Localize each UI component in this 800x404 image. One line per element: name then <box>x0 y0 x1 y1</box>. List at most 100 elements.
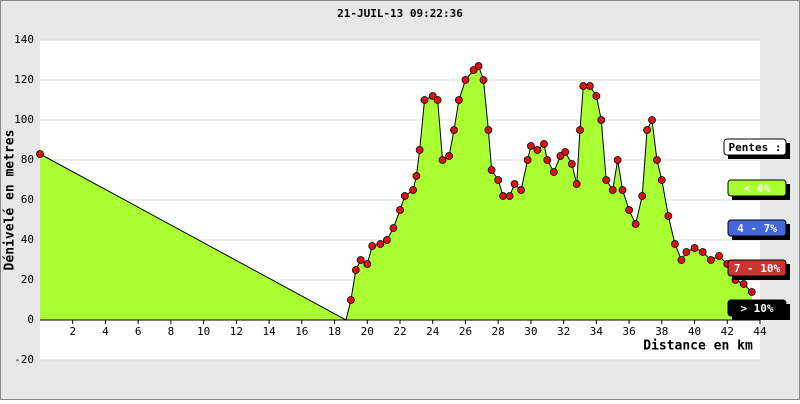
point <box>389 224 398 232</box>
point <box>631 220 640 228</box>
x-tick-label: 20 <box>361 325 374 338</box>
x-tick-label: 44 <box>753 325 767 338</box>
x-tick-label: 36 <box>622 325 635 338</box>
y-tick-label: 80 <box>21 153 34 166</box>
y-tick-label: 20 <box>21 273 34 286</box>
x-tick-label: 12 <box>230 325 243 338</box>
point <box>608 186 617 194</box>
point <box>572 180 581 188</box>
point <box>517 186 525 194</box>
x-tick-label: 34 <box>590 325 604 338</box>
point <box>561 148 570 156</box>
point <box>36 150 44 158</box>
point <box>657 176 666 184</box>
point <box>638 192 647 200</box>
point <box>383 236 391 244</box>
point <box>510 180 519 188</box>
y-tick-label: 0 <box>27 313 34 326</box>
legend: Pentes : <box>723 138 790 159</box>
legend-label: 4 - 7% <box>737 222 777 235</box>
point <box>356 256 365 264</box>
point <box>401 192 409 200</box>
x-tick-label: 22 <box>393 325 406 338</box>
point <box>585 82 594 90</box>
y-tick-label: 140 <box>14 33 34 46</box>
point <box>455 96 463 104</box>
point <box>664 212 673 220</box>
point <box>487 166 496 174</box>
point <box>533 146 542 154</box>
y-axis-label: Dénivelé en metres <box>3 130 18 271</box>
point <box>698 248 707 256</box>
point <box>549 168 558 176</box>
point <box>396 206 404 214</box>
legend-box <box>727 219 787 237</box>
point <box>494 176 503 184</box>
point <box>527 142 535 150</box>
x-tick-label: 30 <box>524 325 537 338</box>
legend-label: > 10% <box>740 302 773 315</box>
point <box>474 62 483 70</box>
x-tick-label: 24 <box>426 325 440 338</box>
x-tick-label: 8 <box>168 325 175 338</box>
y-tick-label: 100 <box>14 113 34 126</box>
y-tick-label: 40 <box>21 233 34 246</box>
point <box>715 252 723 260</box>
point <box>613 156 622 164</box>
x-tick-label: 28 <box>492 325 505 338</box>
point <box>499 192 507 200</box>
x-tick-label: 40 <box>688 325 701 338</box>
x-tick-label: 32 <box>557 325 570 338</box>
point <box>543 156 552 164</box>
legend-label: < 4% <box>744 182 771 195</box>
point <box>592 92 601 100</box>
legend-box <box>727 259 787 277</box>
x-axis-label: Distance en km <box>643 339 753 354</box>
point <box>420 96 429 104</box>
point <box>625 206 633 214</box>
legend-box <box>727 179 787 197</box>
point <box>690 244 699 252</box>
point <box>368 242 377 250</box>
point <box>648 116 656 124</box>
x-tick-label: 14 <box>262 325 276 338</box>
legend-title: Pentes : <box>729 141 782 154</box>
point <box>363 260 372 268</box>
y-tick-label: 60 <box>21 193 34 206</box>
point <box>618 186 627 194</box>
point <box>682 248 691 256</box>
x-tick-label: 10 <box>197 325 210 338</box>
point <box>347 296 355 304</box>
point <box>523 156 532 164</box>
y-tick-label: -20 <box>14 353 34 366</box>
point <box>671 240 679 248</box>
point <box>579 82 588 90</box>
x-tick-label: 18 <box>328 325 341 338</box>
area-fill <box>40 66 752 320</box>
x-tick-label: 4 <box>102 325 109 338</box>
point <box>602 176 611 184</box>
point <box>505 192 514 200</box>
point <box>409 186 417 194</box>
x-tick-label: 16 <box>295 325 308 338</box>
legend-label: 7 - 10% <box>734 262 781 275</box>
point <box>567 160 576 168</box>
x-tick-label: 42 <box>721 325 734 338</box>
point <box>450 126 458 134</box>
y-tick-label: 120 <box>14 73 34 86</box>
point <box>351 266 360 274</box>
legend-box <box>727 299 787 317</box>
legend-title-box <box>723 138 787 156</box>
point <box>412 172 421 180</box>
point <box>484 126 493 134</box>
point <box>461 76 470 84</box>
point <box>540 140 548 148</box>
point <box>576 126 584 134</box>
x-tick-label: 38 <box>655 325 668 338</box>
point <box>438 156 447 164</box>
point <box>479 76 488 84</box>
point <box>643 126 651 134</box>
point <box>707 256 715 264</box>
point <box>747 288 756 296</box>
point <box>445 152 453 160</box>
